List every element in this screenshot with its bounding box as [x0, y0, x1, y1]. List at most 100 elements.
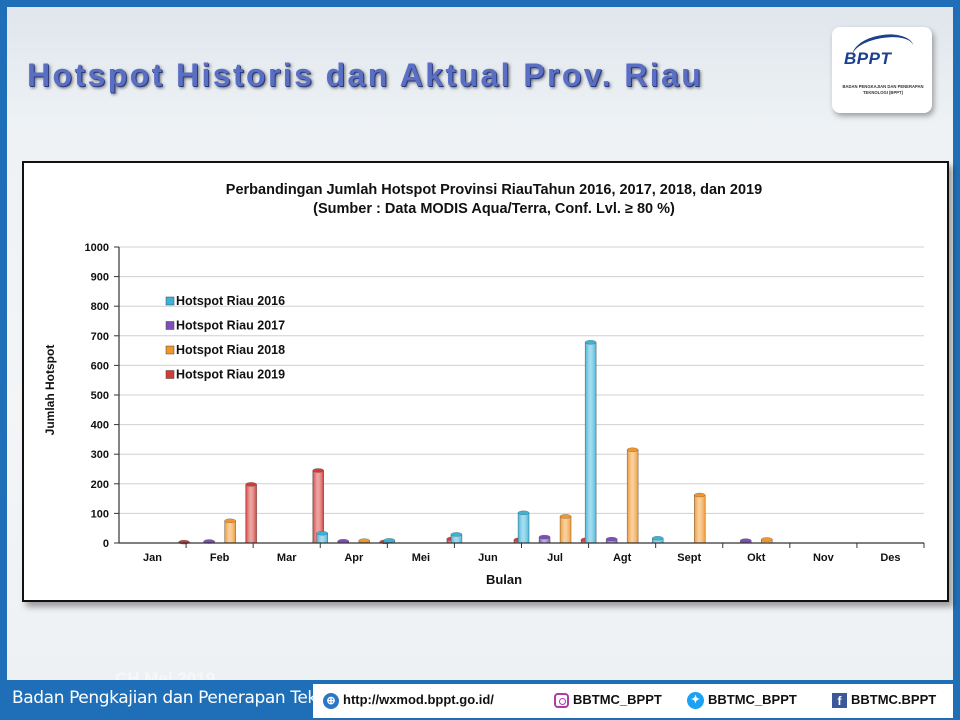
- logo-mark: BPPT: [844, 49, 892, 68]
- bars-layer: [178, 340, 773, 545]
- bar: [358, 538, 370, 544]
- x-tick-label: Des: [880, 552, 900, 564]
- bar-cap: [316, 531, 328, 536]
- x-tick-label: Agt: [613, 552, 632, 564]
- legend-label: Hotspot Riau 2018: [176, 343, 285, 357]
- facebook-link[interactable]: f BBTMC.BPPT: [832, 692, 937, 709]
- x-tick-label: Jul: [547, 552, 563, 564]
- x-tick-label: Apr: [344, 552, 364, 564]
- bar: [312, 468, 324, 544]
- bar-cap: [605, 537, 618, 542]
- x-tick-label: Sept: [677, 552, 701, 564]
- legend-item: Hotspot Riau 2017: [165, 319, 285, 333]
- bar-body: [245, 484, 257, 544]
- bar-cap: [224, 518, 236, 523]
- y-tick-label: 0: [103, 538, 109, 550]
- bar-body: [559, 516, 572, 544]
- chart-panel: Perbandingan Jumlah Hotspot Provinsi Ria…: [22, 161, 949, 602]
- chart-legend: Hotspot Riau 2016 Hotspot Riau 2017 Hotspo…: [165, 294, 285, 382]
- website-link[interactable]: ⊕ http://wxmod.bppt.go.id/: [323, 692, 494, 709]
- bar: [450, 532, 463, 544]
- y-tick-label: 900: [91, 272, 109, 284]
- y-tick-label: 700: [91, 331, 109, 343]
- bar: [517, 510, 530, 544]
- legend-swatch: [165, 345, 175, 355]
- x-tick-label: Mar: [277, 552, 297, 564]
- bar-body: [584, 342, 597, 544]
- bar-cap: [652, 536, 664, 541]
- y-tick-label: 300: [91, 449, 109, 461]
- slide-title: Hotspot Historis dan Aktual Prov. Riau: [27, 57, 704, 93]
- bar-body: [517, 512, 530, 544]
- bar-cap: [626, 447, 639, 452]
- footer-links: ⊕ http://wxmod.bppt.go.id/ BBTMC_BPPT ✦ BB…: [313, 684, 953, 718]
- bar-cap: [761, 537, 773, 542]
- slide-background: Hotspot Historis dan Aktual Prov. Riau B…: [7, 7, 953, 688]
- y-tick-label: 100: [91, 508, 109, 520]
- y-tick-label: 200: [91, 479, 109, 491]
- legend-item: Hotspot Riau 2016: [165, 294, 285, 308]
- bar: [652, 536, 664, 544]
- bar: [538, 534, 551, 544]
- bar-cap: [450, 532, 463, 537]
- legend-swatch: [165, 296, 175, 306]
- bar-cap: [383, 538, 396, 543]
- bar: [245, 482, 257, 544]
- axis-layer: 0 100 200 300 400 500 600 700 800 900 1000 Jan Feb Ma…: [85, 242, 925, 564]
- legend-swatch: [165, 370, 175, 379]
- x-tick-label: Okt: [747, 552, 766, 564]
- bar: [224, 518, 236, 544]
- globe-icon: ⊕: [323, 692, 339, 709]
- twitter-link[interactable]: ✦ BBTMC_BPPT: [687, 692, 797, 710]
- bar-cap: [584, 340, 597, 345]
- bar-cap: [538, 534, 551, 540]
- legend-item: Hotspot Riau 2019: [165, 368, 285, 382]
- bar: [740, 538, 752, 544]
- twitter-icon: ✦: [687, 692, 704, 710]
- y-axis-label: Jumlah Hotspot: [43, 345, 57, 436]
- twitter-text: BBTMC_BPPT: [708, 692, 797, 707]
- x-tick-label: Nov: [813, 552, 835, 564]
- bar: [761, 537, 773, 544]
- y-tick-label: 600: [91, 360, 109, 372]
- bar-body: [224, 520, 236, 544]
- bar-cap: [740, 538, 752, 543]
- bar-body: [626, 449, 639, 544]
- bar-cap: [559, 514, 572, 519]
- legend-label: Hotspot Riau 2016: [176, 294, 285, 308]
- bar: [694, 492, 706, 544]
- x-tick-label: Jan: [143, 552, 162, 564]
- facebook-icon: f: [832, 693, 847, 709]
- y-tick-label: 1000: [85, 242, 109, 254]
- bar-cap: [358, 538, 370, 543]
- bppt-logo: BPPT BADAN PENGKAJIAN DAN PENERAPAN TEKN…: [832, 27, 932, 113]
- instagram-link[interactable]: BBTMC_BPPT: [554, 692, 662, 709]
- bar-cap: [245, 482, 257, 487]
- x-axis-label: Bulan: [486, 572, 522, 587]
- bar-cap: [517, 510, 530, 515]
- legend-swatch: [165, 321, 175, 330]
- footer-org-name: Badan Pengkajian dan Penerapan Teknologi: [12, 688, 367, 708]
- footer-bar: Badan Pengkajian dan Penerapan Teknologi…: [0, 680, 960, 720]
- bar: [626, 447, 639, 544]
- y-tick-label: 500: [91, 390, 109, 402]
- x-tick-label: Jun: [478, 552, 498, 564]
- bar-cap: [694, 492, 706, 498]
- chart-subtitle: (Sumber : Data MODIS Aqua/Terra, Conf. L…: [313, 201, 675, 217]
- x-tick-label: Feb: [210, 552, 230, 564]
- facebook-text: BBTMC.BPPT: [851, 692, 937, 707]
- bar-body: [694, 494, 706, 544]
- bar-cap: [312, 468, 324, 473]
- hotspot-bar-chart: Perbandingan Jumlah Hotspot Provinsi Ria…: [43, 182, 925, 587]
- logo-subtitle: BADAN PENGKAJIAN DAN PENERAPAN TEKNOLOGI…: [842, 84, 924, 95]
- website-text: http://wxmod.bppt.go.id/: [343, 692, 494, 707]
- bar: [584, 340, 597, 544]
- y-tick-label: 400: [91, 420, 109, 432]
- legend-label: Hotspot Riau 2019: [176, 368, 285, 382]
- x-tick-label: Mei: [412, 552, 430, 564]
- bar: [383, 538, 396, 544]
- instagram-icon: [554, 693, 569, 709]
- bar: [316, 531, 328, 544]
- y-tick-label: 800: [91, 301, 109, 313]
- legend-label: Hotspot Riau 2017: [176, 319, 285, 333]
